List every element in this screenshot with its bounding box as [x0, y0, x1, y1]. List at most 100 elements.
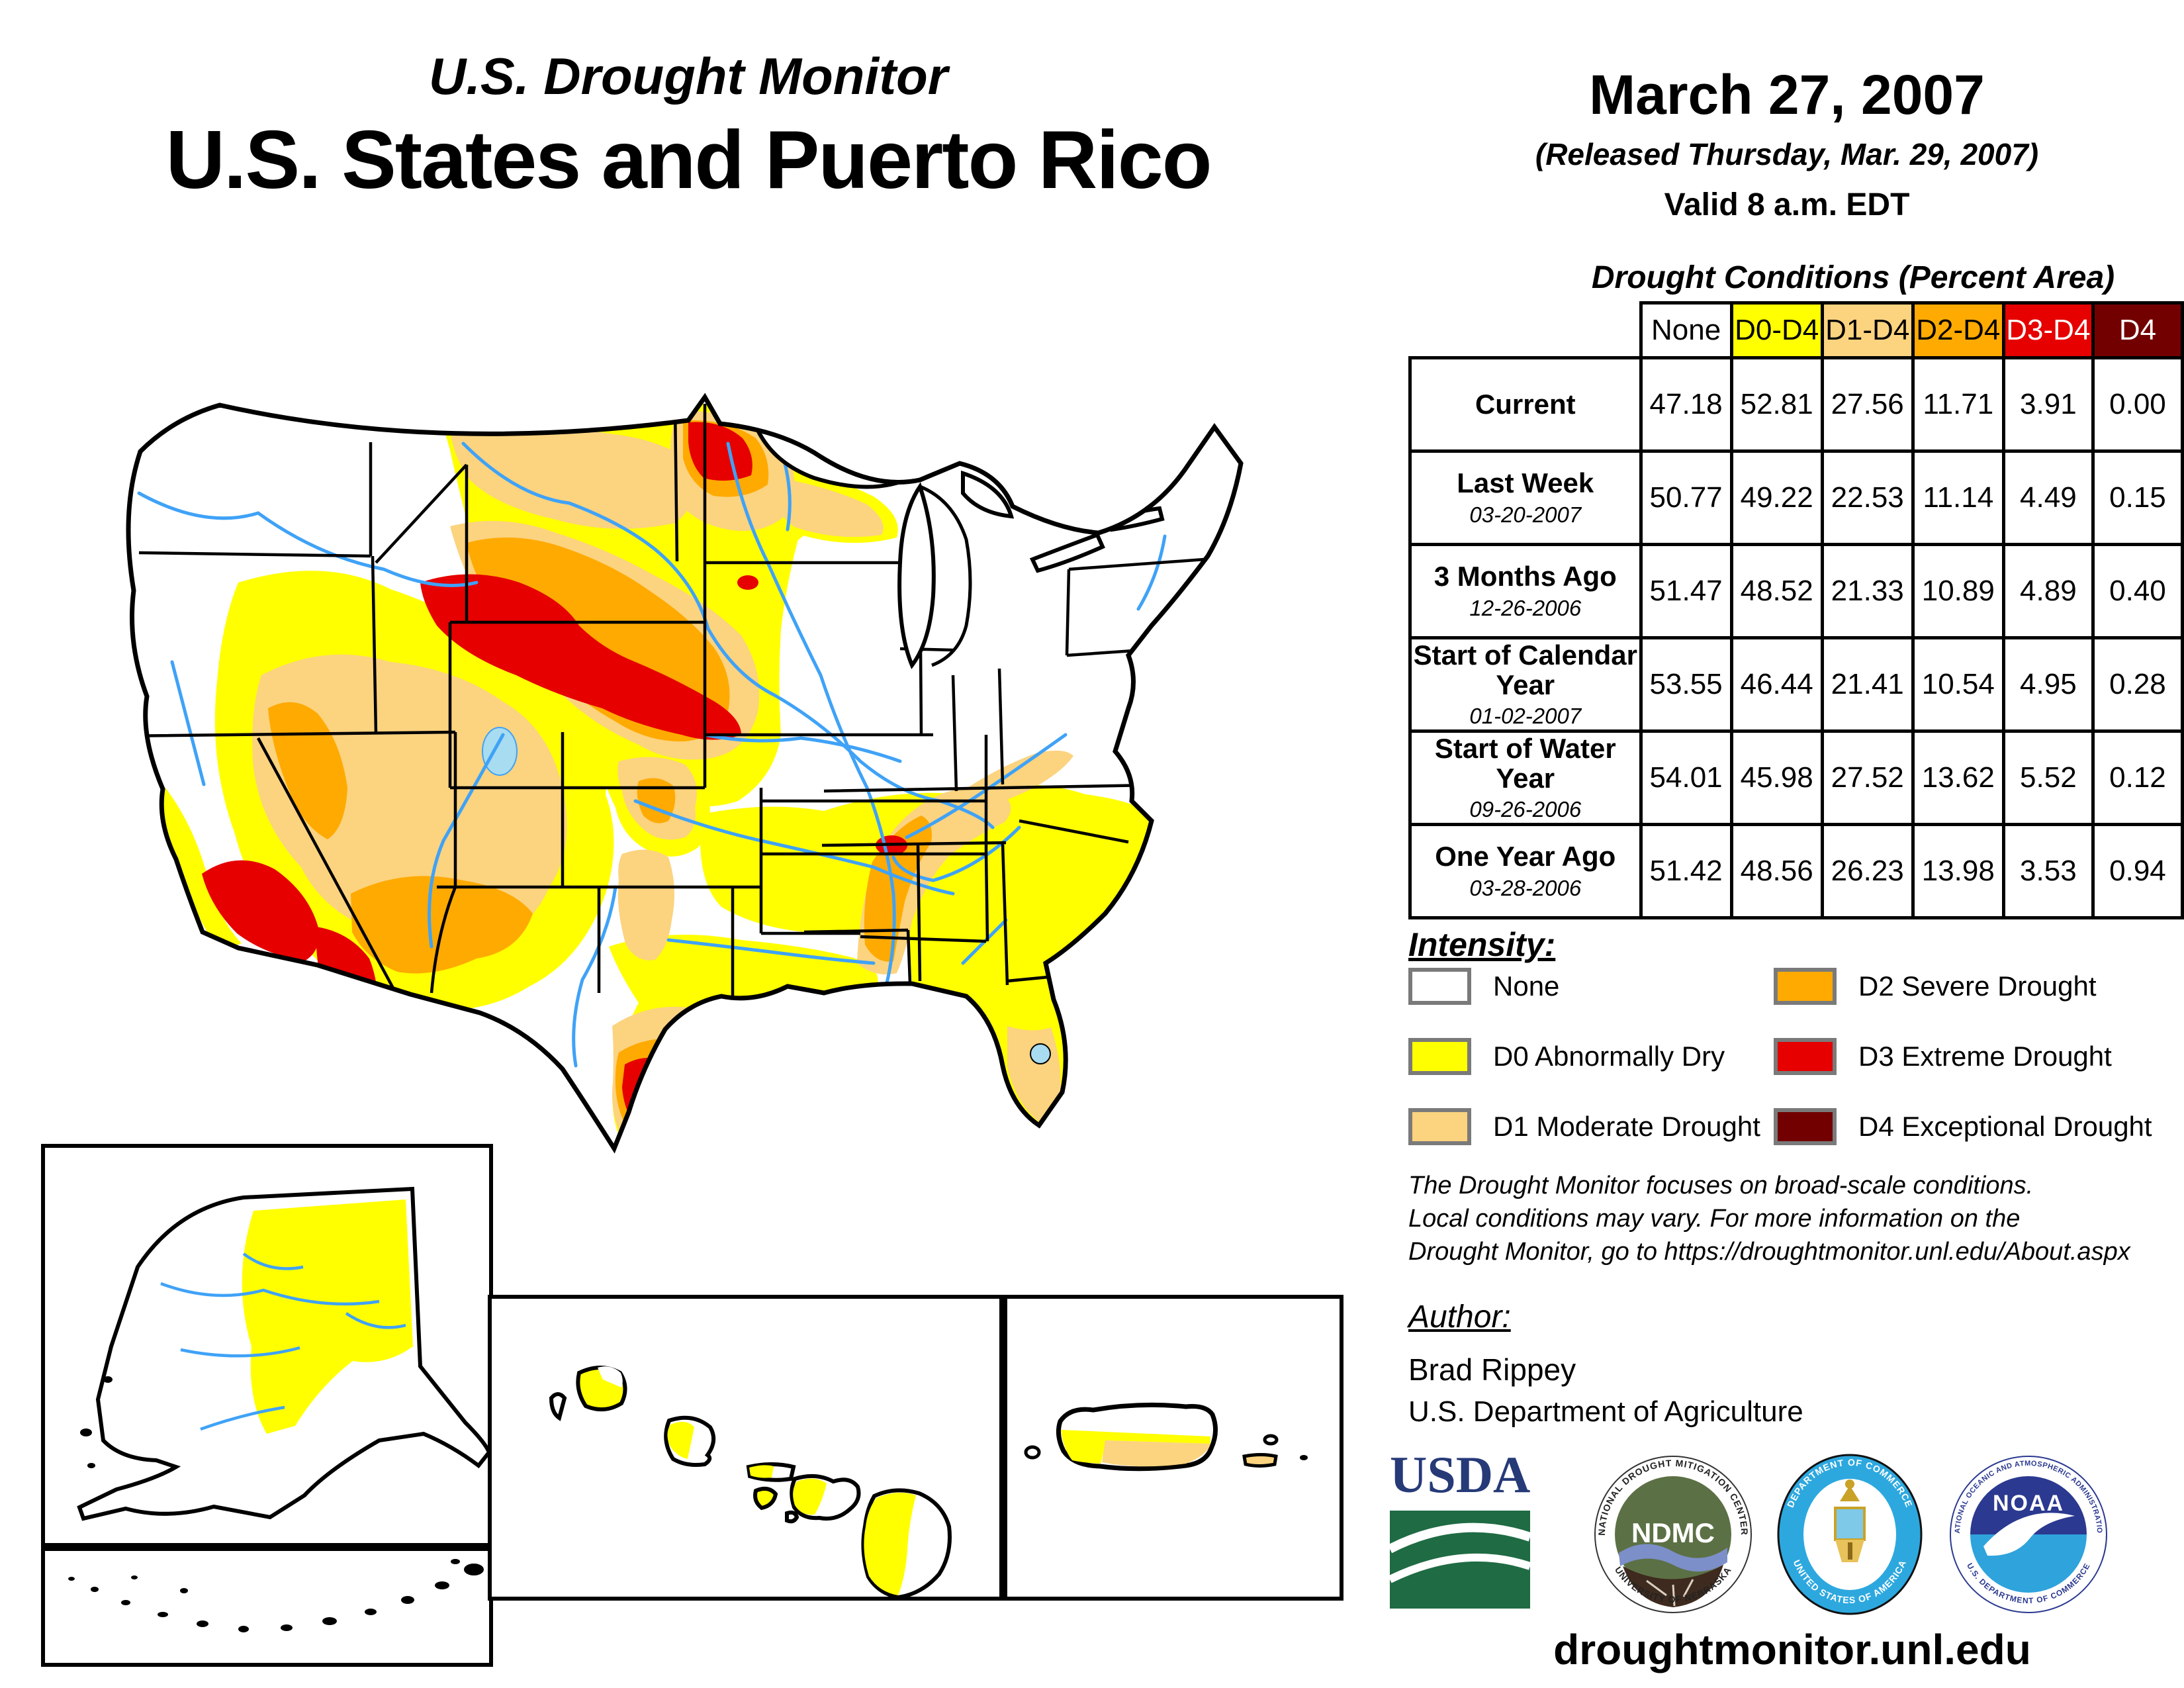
table-row-start-calendar-year: Start of Calendar Year 01-02-2007 53.55 … — [1408, 636, 2184, 733]
value-cell: 4.49 — [2001, 449, 2095, 546]
kahoolawe — [785, 1510, 799, 1524]
value-cell: 0.40 — [2091, 543, 2184, 639]
value-cell: 3.91 — [2001, 356, 2095, 453]
legend-label-d0: D0 Abnormally Dry — [1493, 1041, 1725, 1072]
usda-logo-text: USDA — [1390, 1450, 1530, 1503]
col-header-d1d4: D1-D4 — [1820, 301, 1915, 359]
ndmc-label: NDMC — [1631, 1517, 1715, 1548]
value-cell: 13.98 — [1911, 823, 2005, 919]
value-cell: 49.22 — [1729, 449, 1824, 546]
value-cell: 21.33 — [1820, 543, 1915, 639]
maui-d0-area — [793, 1478, 827, 1515]
col-header-d3d4: D3-D4 — [2001, 301, 2095, 359]
value-cell: 51.42 — [1639, 823, 1733, 919]
doc-eagle-head — [1845, 1479, 1854, 1489]
usda-logo: USDA — [1390, 1450, 1532, 1609]
big-island-d0-area — [864, 1492, 916, 1595]
aleutians-map — [68, 1559, 484, 1632]
row-date: 03-28-2006 — [1469, 875, 1582, 900]
lanai — [753, 1486, 778, 1511]
legend-label-none: None — [1493, 970, 1560, 1002]
legend-label-d1: D1 Moderate Drought — [1493, 1111, 1760, 1142]
alaska-island — [80, 1429, 92, 1436]
table-row-one-year-ago: One Year Ago 03-28-2006 51.42 48.56 26.2… — [1408, 823, 2184, 919]
ndmc-water-wave — [1619, 1544, 1727, 1572]
page-title: U.S. States and Puerto Rico — [165, 115, 1212, 206]
lake-michigan — [897, 482, 936, 669]
ndmc-soil-cracks — [1646, 1579, 1694, 1607]
legend-label-d4: D4 Exceptional Drought — [1858, 1111, 2152, 1142]
value-cell: 45.98 — [1729, 729, 1824, 826]
vieques — [1242, 1453, 1278, 1468]
alaska-map — [45, 1148, 489, 1543]
noaa-label: NOAA — [1993, 1491, 2064, 1516]
author-org: U.S. Department of Agriculture — [1408, 1395, 1803, 1428]
table-header-row: None D0-D4 D1-D4 D2-D4 D3-D4 D4 — [1410, 301, 2184, 359]
value-cell: 10.89 — [1911, 543, 2005, 639]
row-label: Start of Water Year — [1434, 732, 1616, 794]
noaa-logo: NOAA NATIONAL OCEANIC AND ATMOSPHERIC AD… — [1949, 1455, 2107, 1613]
col-header-none: None — [1639, 301, 1733, 359]
aleutian-islands-chain — [68, 1559, 484, 1632]
value-cell: 54.01 — [1639, 729, 1733, 826]
main-map-conus — [40, 364, 1363, 1165]
legend-swatch-d3 — [1774, 1038, 1837, 1075]
value-cell: 10.54 — [1911, 636, 2005, 733]
value-cell: 0.15 — [2091, 449, 2184, 546]
row-label: Last Week — [1457, 467, 1594, 499]
lake-huron — [961, 470, 1015, 519]
value-cell: 48.52 — [1729, 543, 1824, 639]
release-date: (Released Thursday, Mar. 29, 2007) — [1535, 137, 2039, 171]
disclaimer-line: Drought Monitor, go to https://droughtmo… — [1408, 1238, 2130, 1266]
row-label: Start of Calendar Year — [1413, 639, 1637, 700]
disclaimer-line: The Drought Monitor focuses on broad-sca… — [1408, 1172, 2034, 1199]
legend-heading: Intensity: — [1408, 926, 1556, 963]
alaska-inset-box — [41, 1144, 493, 1547]
value-cell: 0.00 — [2091, 356, 2184, 453]
value-cell: 46.44 — [1729, 636, 1824, 733]
legend-swatch-d1 — [1408, 1108, 1471, 1145]
value-cell: 27.52 — [1820, 729, 1915, 826]
row-label: One Year Ago — [1435, 841, 1616, 872]
alaska-island — [103, 1376, 113, 1383]
puerto-rico-d1-area — [1102, 1440, 1210, 1467]
lake-erie — [1029, 532, 1105, 573]
legend-label-d2: D2 Severe Drought — [1858, 970, 2097, 1002]
mona-island — [1024, 1445, 1041, 1460]
table-row-3-months-ago: 3 Months Ago 12-26-2006 51.47 48.52 21.3… — [1408, 543, 2184, 639]
state-borders — [128, 404, 1205, 1027]
great-salt-lake — [482, 727, 518, 776]
value-cell: 0.94 — [2091, 823, 2184, 919]
value-cell: 4.89 — [2001, 543, 2095, 639]
table-row-start-water-year: Start of Water Year 09-26-2006 54.01 45.… — [1408, 729, 2184, 826]
oahu-d0-area — [667, 1421, 694, 1459]
table-row-last-week: Last Week 03-20-2007 50.77 49.22 22.53 1… — [1408, 449, 2184, 546]
value-cell: 21.41 — [1820, 636, 1915, 733]
puerto-rico-map — [1024, 1402, 1308, 1472]
drought-fill-layer — [128, 404, 1205, 1149]
disclaimer-text: The Drought Monitor focuses on broad-sca… — [1408, 1169, 2183, 1268]
hawaii-inset-box — [488, 1295, 1003, 1601]
map-date: March 27, 2007 — [1589, 64, 1985, 126]
table-row-current: Current 47.18 52.81 27.56 11.71 3.91 0.0… — [1408, 356, 2184, 453]
value-cell: 53.55 — [1639, 636, 1733, 733]
row-label: 3 Months Ago — [1433, 561, 1617, 592]
alaska-d0-area — [242, 1199, 413, 1434]
author-heading: Author: — [1408, 1299, 1511, 1335]
alaska-island — [87, 1463, 95, 1468]
doc-eagle-icon — [1840, 1485, 1860, 1501]
noaa-seabird-icon — [1983, 1513, 2075, 1556]
value-cell: 47.18 — [1639, 356, 1733, 453]
alaska-rivers — [160, 1252, 406, 1431]
legend-swatch-d2 — [1774, 968, 1837, 1005]
row-date: 01-02-2007 — [1469, 704, 1582, 729]
value-cell: 4.95 — [2001, 636, 2095, 733]
usda-swoosh-lower — [1390, 1553, 1531, 1583]
value-cell: 22.53 — [1820, 449, 1915, 546]
value-cell: 26.23 — [1820, 823, 1915, 919]
aleutians-inset-box — [41, 1547, 493, 1667]
disclaimer-line: Local conditions may vary. For more info… — [1408, 1205, 2021, 1233]
doc-shield-ship — [1834, 1507, 1866, 1541]
value-cell: 0.28 — [2091, 636, 2184, 733]
